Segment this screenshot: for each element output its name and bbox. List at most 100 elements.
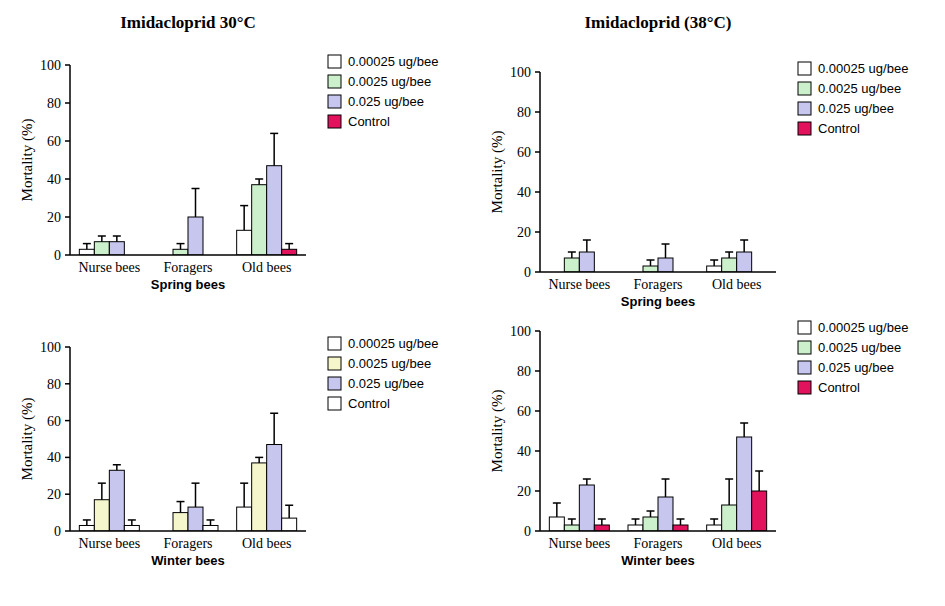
legend-item: 0.00025 ug/bee — [798, 320, 908, 335]
error-cap — [755, 470, 763, 472]
error-cap — [113, 235, 121, 237]
y-tick-label: 40 — [517, 185, 531, 200]
error-stem — [728, 479, 730, 505]
x-axis-label: Spring bees — [151, 277, 225, 292]
x-tick-label: Nurse bees — [78, 536, 140, 551]
legend-swatch — [328, 397, 341, 410]
y-tick-label: 0 — [524, 265, 531, 280]
error-bar — [113, 236, 121, 242]
error-stem — [243, 206, 245, 231]
legend-item: 0.025 ug/bee — [328, 94, 424, 109]
x-tick-label: Old bees — [242, 260, 291, 275]
error-stem — [195, 483, 197, 507]
error-bar — [710, 519, 718, 525]
error-stem — [243, 483, 245, 507]
y-axis — [539, 331, 541, 531]
x-tick-label: Nurse bees — [548, 277, 610, 292]
legend-swatch — [798, 381, 811, 394]
legend-swatch — [798, 82, 811, 95]
legend-label: 0.0025 ug/bee — [818, 81, 901, 96]
error-cap — [598, 518, 606, 520]
error-bar — [740, 423, 748, 437]
legend-swatch — [328, 377, 341, 390]
bar — [549, 517, 564, 531]
x-axis — [540, 271, 776, 273]
error-stem — [743, 240, 745, 252]
bar — [79, 525, 94, 531]
error-cap — [240, 205, 248, 207]
error-bar — [270, 133, 278, 165]
x-axis-label: Winter bees — [151, 553, 225, 568]
bar — [252, 463, 267, 531]
bar — [673, 525, 688, 531]
bar — [267, 445, 282, 531]
error-bar — [98, 483, 106, 500]
legend-swatch — [798, 341, 811, 354]
y-tick-label: 0 — [524, 524, 531, 539]
y-tick-label: 80 — [517, 364, 531, 379]
bar — [173, 249, 188, 255]
bar — [237, 230, 252, 255]
bar — [707, 266, 722, 272]
legend-item: 0.0025 ug/bee — [798, 81, 901, 96]
error-bar — [662, 479, 670, 497]
legend-item: 0.00025 ug/bee — [328, 54, 438, 69]
error-bar — [207, 520, 215, 526]
error-bar — [725, 479, 733, 505]
y-axis-label: Mortality (%) — [19, 398, 36, 481]
error-stem — [116, 236, 118, 242]
error-bar — [192, 189, 200, 218]
error-cap — [285, 504, 293, 506]
bars — [549, 423, 766, 531]
x-tick-label: Old bees — [712, 536, 761, 551]
bar — [643, 517, 658, 531]
error-cap — [662, 478, 670, 480]
error-cap — [725, 251, 733, 253]
x-tick-label: Foragers — [634, 277, 683, 292]
error-bar — [240, 483, 248, 507]
y-tick-label: 80 — [517, 105, 531, 120]
error-bar — [725, 252, 733, 258]
error-stem — [635, 519, 637, 525]
y-tick-label: 100 — [510, 324, 531, 339]
error-stem — [571, 519, 573, 525]
error-stem — [758, 471, 760, 491]
error-stem — [665, 479, 667, 497]
error-cap — [647, 510, 655, 512]
error-cap — [255, 178, 263, 180]
error-bar — [255, 179, 263, 185]
error-bar — [285, 244, 293, 250]
legend-item: Control — [798, 380, 860, 395]
error-cap — [710, 518, 718, 520]
bar — [267, 166, 282, 255]
y-tick-label: 20 — [517, 484, 531, 499]
bars — [79, 413, 296, 531]
legend-swatch — [798, 62, 811, 75]
y-tick-label: 80 — [47, 377, 61, 392]
x-tick-label: Nurse bees — [548, 536, 610, 551]
legend-label: 0.00025 ug/bee — [818, 61, 908, 76]
error-bar — [598, 519, 606, 525]
x-tick-label: Foragers — [164, 260, 213, 275]
legend-item: 0.0025 ug/bee — [798, 340, 901, 355]
error-bar — [568, 252, 576, 258]
error-cap — [568, 251, 576, 253]
legend-label: 0.025 ug/bee — [818, 101, 894, 116]
error-bar — [677, 519, 685, 525]
y-axis — [69, 65, 71, 255]
y-tick-label: 0 — [54, 248, 61, 263]
legend-label: Control — [348, 396, 390, 411]
bar — [173, 513, 188, 531]
error-stem — [210, 520, 212, 526]
x-tick-label: Nurse bees — [78, 260, 140, 275]
bar — [109, 470, 124, 531]
error-bar — [240, 206, 248, 231]
error-cap — [240, 482, 248, 484]
error-bar — [83, 244, 91, 250]
legend-swatch — [328, 115, 341, 128]
error-bar — [568, 519, 576, 525]
bar — [707, 525, 722, 531]
bar — [594, 525, 609, 531]
error-stem — [680, 519, 682, 525]
y-tick-label: 80 — [47, 96, 61, 111]
